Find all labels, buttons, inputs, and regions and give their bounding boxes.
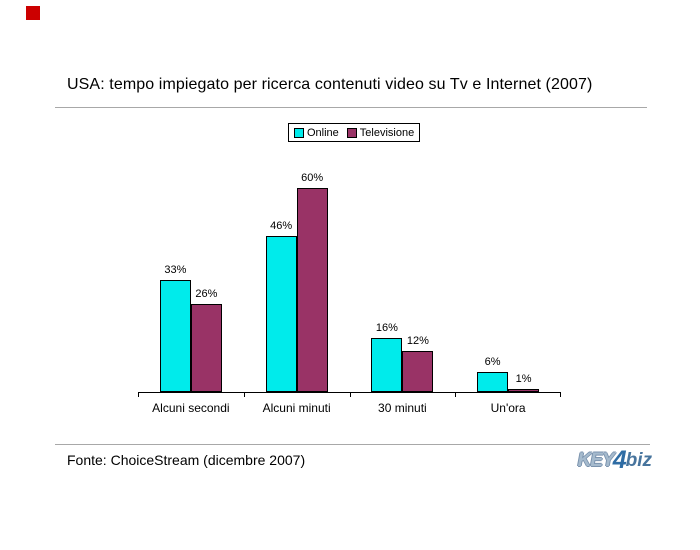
logo-biz-text: biz xyxy=(625,450,652,471)
bar-online-4 xyxy=(477,372,509,392)
logo-key-text: KEY xyxy=(577,450,615,471)
axis-tick xyxy=(455,392,456,397)
bar-online-2 xyxy=(265,236,297,392)
axis-tick xyxy=(244,392,245,397)
legend-label: Televisione xyxy=(359,126,415,139)
bar-televisione-1 xyxy=(190,304,222,392)
bar-televisione-4 xyxy=(508,389,540,392)
plot-area: 33% 26% Alcuni secondi 46% 60% Alcuni minuti 1… xyxy=(138,170,561,415)
chart-legend: Online Televisione xyxy=(288,123,421,142)
key4biz-logo: KEY4biz xyxy=(578,446,652,476)
source-text: Fonte: ChoiceStream (dicembre 2007) xyxy=(67,452,306,468)
bar-value-label: 1% xyxy=(515,373,532,385)
category-label: Alcuni secondi xyxy=(152,401,230,415)
bar-online-1 xyxy=(159,280,191,392)
footer-divider xyxy=(55,444,650,445)
legend-item: Online xyxy=(294,127,339,139)
axis-tick xyxy=(560,392,561,397)
legend-item: Televisione xyxy=(346,126,415,139)
logo-four-text: 4 xyxy=(612,446,627,474)
bar-value-label: 6% xyxy=(484,356,501,368)
category-label: Un'ora xyxy=(490,401,526,415)
legend-label: Online xyxy=(307,126,339,139)
corner-accent-square xyxy=(26,6,40,20)
bar-value-label: 26% xyxy=(195,288,218,300)
bar-televisione-2 xyxy=(296,188,328,392)
axis-tick xyxy=(138,392,139,397)
bar-value-label: 60% xyxy=(301,172,324,184)
legend-swatch xyxy=(346,127,357,138)
chart-title: USA: tempo impiegato per ricerca contenu… xyxy=(67,76,593,93)
legend-swatch xyxy=(294,127,304,138)
bar-value-label: 12% xyxy=(406,335,429,347)
category-label: Alcuni minuti xyxy=(262,401,331,415)
category-label: 30 minuti xyxy=(378,401,427,415)
bar-value-label: 33% xyxy=(164,264,187,276)
title-divider xyxy=(55,107,647,108)
axis-tick xyxy=(350,392,351,397)
bar-online-3 xyxy=(371,338,403,392)
bar-value-label: 16% xyxy=(375,322,398,334)
bar-value-label: 46% xyxy=(270,220,293,232)
bar-televisione-3 xyxy=(402,351,434,392)
